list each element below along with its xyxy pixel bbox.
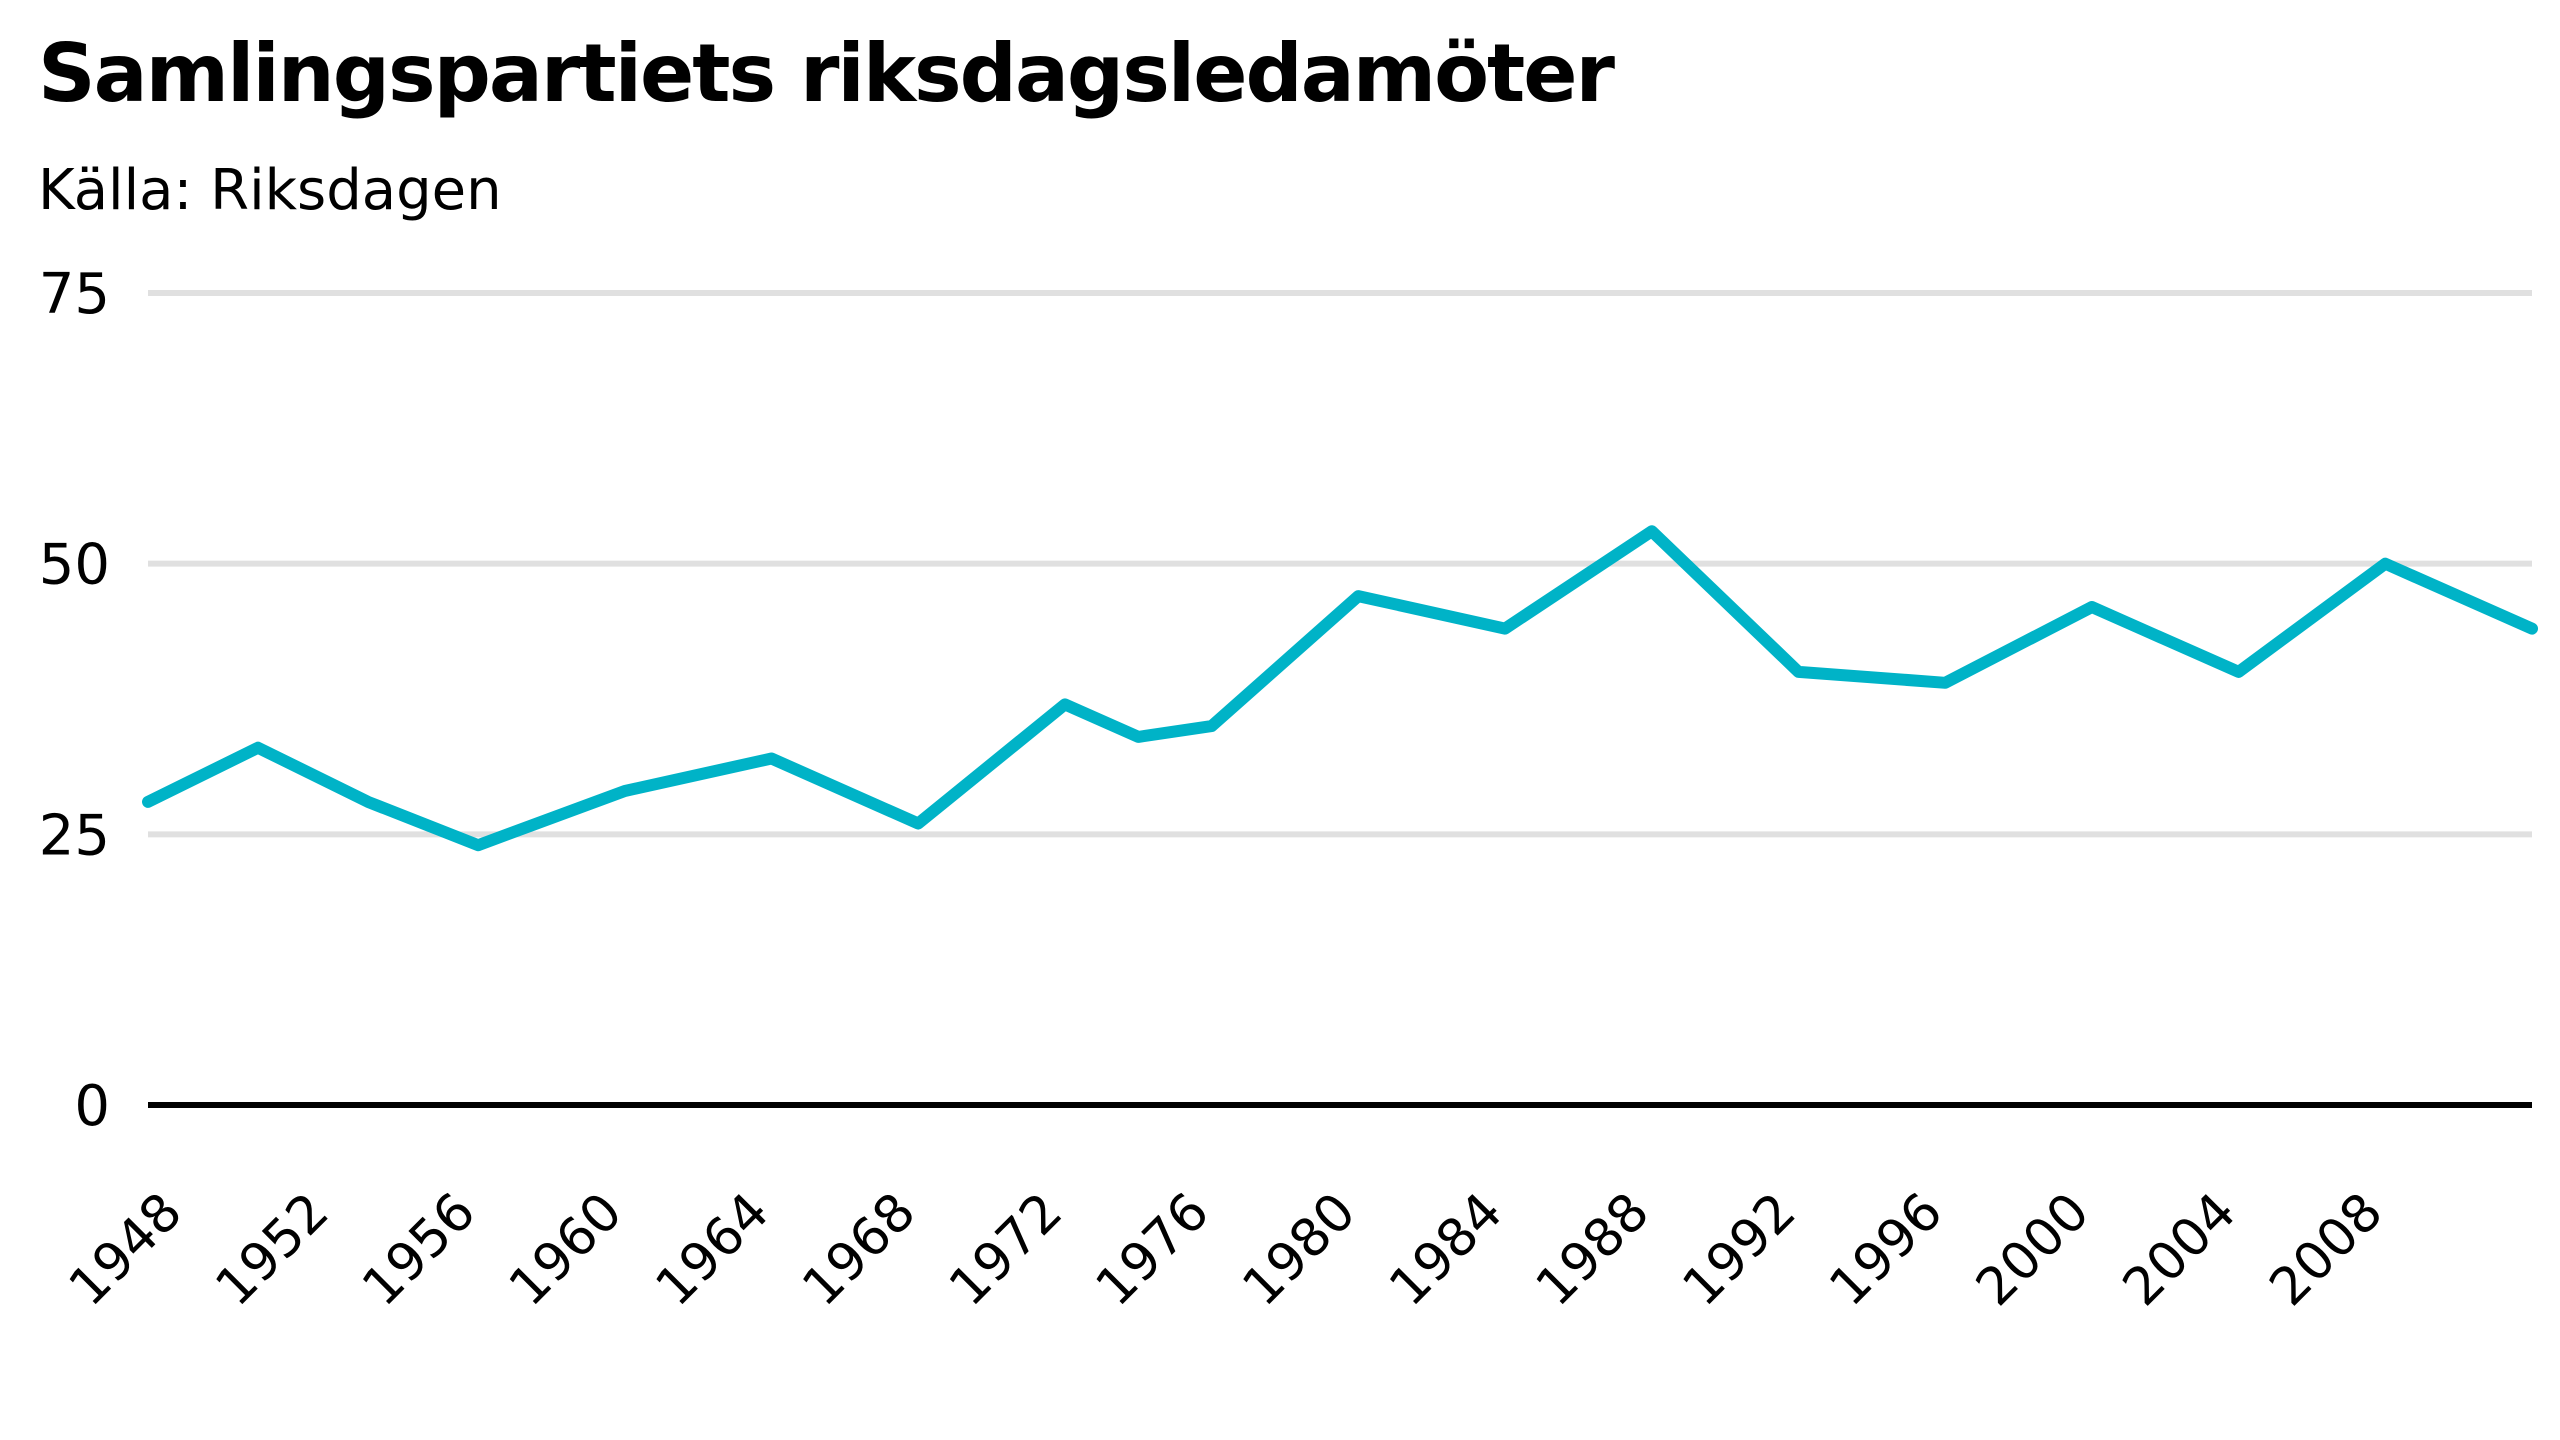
x-tick-label-1984: 1984 — [1378, 1182, 1514, 1318]
data-point-1988 — [1651, 530, 1653, 532]
chart-source: Källa: Riksdagen — [38, 158, 502, 223]
x-axis-labels: 1948 1952 1956 1960 1964 1968 1972 1976 1980 1984… — [58, 1182, 2395, 1318]
x-tick-label-1976: 1976 — [1085, 1182, 1221, 1318]
x-tick-label-1988: 1988 — [1525, 1182, 1661, 1318]
data-point-1960 — [624, 790, 626, 792]
data-point-1980 — [1357, 595, 1359, 597]
data-point-1950 — [257, 747, 259, 749]
y-axis-labels: 0 25 50 75 — [39, 262, 110, 1139]
data-point-1953 — [367, 801, 369, 803]
x-tick-label-1956: 1956 — [351, 1182, 487, 1318]
y-tick-label-25: 25 — [39, 803, 110, 868]
chart-title: Samlingspartiets riksdagsledamöter — [38, 27, 1615, 120]
data-point-1992 — [1797, 671, 1799, 673]
x-tick-label-2008: 2008 — [2258, 1182, 2394, 1318]
x-tick-label-1960: 1960 — [498, 1182, 634, 1318]
y-tick-label-75: 75 — [39, 262, 110, 327]
data-point-1964 — [771, 758, 773, 760]
data-point-1984 — [1504, 628, 1506, 630]
x-tick-label-2000: 2000 — [1965, 1182, 2101, 1318]
data-point-1972 — [1064, 703, 1066, 705]
grid-lines — [148, 290, 2532, 838]
x-tick-label-1948: 1948 — [58, 1182, 194, 1318]
x-tick-label-2004: 2004 — [2112, 1182, 2248, 1318]
x-tick-label-1952: 1952 — [205, 1182, 341, 1318]
data-point-2012 — [2531, 628, 2533, 630]
series-layer — [142, 525, 2538, 852]
data-point-1974 — [1137, 736, 1139, 738]
data-point-1976 — [1211, 725, 1213, 727]
data-point-2004 — [2238, 671, 2240, 673]
x-tick-label-1980: 1980 — [1232, 1182, 1368, 1318]
data-point-2008 — [2384, 563, 2386, 565]
data-point-1956 — [477, 844, 479, 846]
data-point-1968 — [917, 823, 919, 825]
y-tick-label-0: 0 — [74, 1074, 110, 1139]
data-point-1947 — [147, 801, 149, 803]
data-point-2000 — [2091, 606, 2093, 608]
y-tick-label-50: 50 — [39, 533, 110, 598]
series-line-0 — [142, 525, 2538, 852]
x-tick-label-1968: 1968 — [791, 1182, 927, 1318]
x-tick-label-1996: 1996 — [1818, 1182, 1954, 1318]
data-point-1996 — [1944, 682, 1946, 684]
x-tick-label-1964: 1964 — [645, 1182, 781, 1318]
x-tick-label-1972: 1972 — [938, 1182, 1074, 1318]
x-tick-label-1992: 1992 — [1672, 1182, 1808, 1318]
